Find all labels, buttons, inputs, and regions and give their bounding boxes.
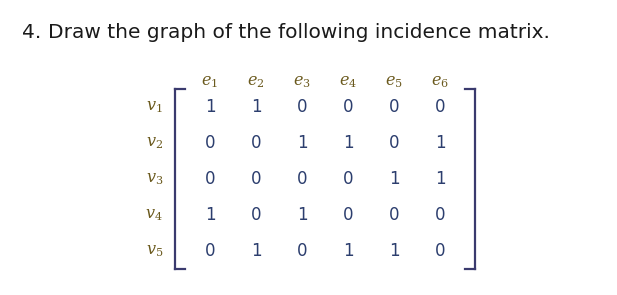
Text: 0: 0 [343, 170, 354, 188]
Text: 1: 1 [435, 170, 445, 188]
Text: 0: 0 [343, 98, 354, 116]
Text: 0: 0 [251, 170, 261, 188]
Text: 0: 0 [389, 134, 399, 152]
Text: 1: 1 [342, 134, 354, 152]
Text: $v_2$: $v_2$ [146, 135, 163, 151]
Text: 1: 1 [251, 98, 262, 116]
Text: 1: 1 [389, 242, 399, 260]
Text: 1: 1 [435, 134, 445, 152]
Text: $e_6$: $e_6$ [431, 74, 449, 90]
Text: 1: 1 [342, 242, 354, 260]
Text: $e_5$: $e_5$ [385, 74, 403, 90]
Text: 0: 0 [389, 98, 399, 116]
Text: 1: 1 [205, 206, 215, 224]
Text: $e_1$: $e_1$ [202, 74, 218, 90]
Text: 0: 0 [251, 134, 261, 152]
Text: 4.: 4. [22, 23, 41, 42]
Text: $v_5$: $v_5$ [146, 243, 163, 259]
Text: 0: 0 [389, 206, 399, 224]
Text: $e_2$: $e_2$ [247, 74, 265, 90]
Text: $e_3$: $e_3$ [293, 74, 311, 90]
Text: Draw the graph of the following incidence matrix.: Draw the graph of the following incidenc… [48, 23, 550, 42]
Text: 1: 1 [297, 134, 307, 152]
Text: $v_3$: $v_3$ [146, 171, 163, 187]
Text: 0: 0 [297, 242, 307, 260]
Text: $v_4$: $v_4$ [146, 207, 163, 223]
Text: $e_4$: $e_4$ [339, 74, 357, 90]
Text: 1: 1 [205, 98, 215, 116]
Text: 0: 0 [435, 242, 445, 260]
Text: 0: 0 [297, 170, 307, 188]
Text: $v_1$: $v_1$ [146, 99, 163, 115]
Text: 0: 0 [205, 242, 215, 260]
Text: 0: 0 [343, 206, 354, 224]
Text: 1: 1 [297, 206, 307, 224]
Text: 0: 0 [205, 134, 215, 152]
Text: 0: 0 [435, 206, 445, 224]
Text: 0: 0 [205, 170, 215, 188]
Text: 1: 1 [389, 170, 399, 188]
Text: 1: 1 [251, 242, 262, 260]
Text: 0: 0 [435, 98, 445, 116]
Text: 0: 0 [251, 206, 261, 224]
Text: 0: 0 [297, 98, 307, 116]
